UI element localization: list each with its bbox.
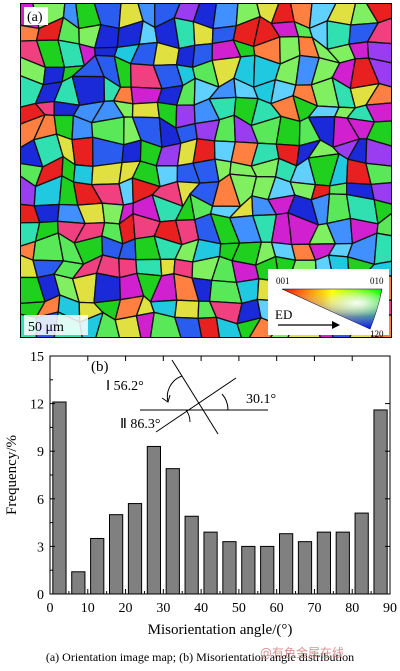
bar (260, 545, 275, 595)
misorientation-chart: 0 3 6 9 12 15 0 10 20 30 40 50 60 70 80 90 (b) Ⅰ 56.2°… (4, 350, 397, 638)
map-border (20, 3, 392, 338)
grain (236, 316, 263, 338)
y-tick-label: 9 (37, 445, 44, 460)
x-tick-label: 70 (307, 601, 321, 616)
grain (91, 161, 123, 186)
grain (93, 272, 122, 304)
ed-label: ED (275, 307, 292, 322)
grain (131, 101, 161, 119)
inset-arc-1 (166, 375, 183, 403)
grain (212, 3, 239, 30)
bar (127, 503, 143, 595)
grain (367, 57, 392, 88)
grain-map (20, 3, 392, 338)
y-tick-label: 12 (30, 398, 44, 413)
y-tick-label: 6 (37, 493, 44, 508)
bar (297, 541, 313, 595)
inset-arc-1-head (161, 394, 171, 403)
bar (52, 401, 67, 595)
inset-angle-2-label: Ⅱ 86.3° (120, 417, 161, 432)
grain (20, 24, 40, 42)
bar (316, 531, 331, 595)
ed-arrow-head (332, 321, 340, 329)
grain (173, 316, 203, 338)
grain (366, 41, 392, 64)
x-tick-label: 80 (345, 601, 359, 616)
scale-bar-label: 50 μm (28, 320, 64, 335)
bar (241, 545, 256, 595)
grain (364, 82, 392, 106)
x-tick-label: 40 (194, 601, 208, 616)
grain (175, 44, 196, 69)
grain (364, 102, 392, 123)
ipf-triangle-white (282, 289, 382, 329)
grain (376, 212, 392, 237)
inset-angle-1-label: Ⅰ 56.2° (106, 379, 144, 394)
y-axis-label: Frequency/% (4, 435, 20, 515)
x-tick-label: 90 (383, 601, 397, 616)
x-tick-label: 30 (156, 601, 170, 616)
ipf-corner-001: 001 (276, 276, 290, 286)
grain (275, 115, 301, 147)
orientation-image-map: (a) 50 μm 001 010 120 ED (20, 3, 392, 338)
grain (366, 17, 392, 45)
grain (174, 299, 200, 319)
bar (279, 533, 294, 595)
bar (222, 541, 237, 595)
bar (203, 531, 218, 595)
x-tick-label: 0 (47, 601, 54, 616)
ipf-corner-010: 010 (370, 276, 384, 286)
bar (146, 445, 161, 595)
bar (184, 515, 199, 595)
grain (365, 3, 392, 24)
x-tick-label: 20 (119, 601, 133, 616)
inset-line-1 (171, 359, 219, 435)
grain (365, 137, 392, 167)
inset-arc-2 (185, 409, 191, 423)
x-axis: 0 10 20 30 40 50 60 70 80 90 (47, 356, 397, 616)
bar (109, 514, 124, 595)
panel-a-label-bg (24, 7, 48, 25)
grain (373, 198, 392, 226)
grain (72, 164, 94, 186)
bar (335, 531, 350, 595)
x-tick-label: 10 (81, 601, 95, 616)
bar (354, 512, 369, 595)
grain (135, 311, 155, 338)
grain (370, 181, 392, 205)
y-tick-label: 3 (37, 540, 44, 555)
y-tick-label: 0 (37, 588, 44, 603)
ipf-corner-120: 120 (370, 329, 384, 338)
x-tick-label: 60 (270, 601, 284, 616)
plot-frame (49, 355, 391, 595)
scale-bar-bg (24, 315, 88, 335)
bar-series (52, 401, 388, 595)
x-axis-label: Misorientation angle/(°) (148, 622, 293, 638)
watermark: @有色金属在线 (260, 646, 345, 660)
panel-a-label: (a) (27, 10, 43, 25)
inset-arc-3 (221, 393, 229, 411)
bar (90, 537, 105, 595)
grain (215, 316, 243, 338)
grain (149, 311, 182, 338)
panel-b-label: (b) (91, 359, 109, 375)
grain (373, 232, 392, 266)
grain (365, 120, 392, 147)
grain (365, 162, 392, 186)
bar (71, 571, 86, 595)
inset-angle-3-label: 30.1° (246, 392, 276, 407)
grain (197, 316, 221, 338)
ipf-legend: 001 010 120 ED (268, 269, 389, 338)
bar (165, 468, 180, 595)
figure-caption: (a) Orientation image map; (b) Misorient… (45, 650, 355, 664)
grain (71, 136, 94, 168)
bar (373, 409, 388, 595)
y-tick-label: 15 (30, 350, 44, 365)
angle-inset: Ⅰ 56.2° Ⅱ 86.3° 30.1° (106, 359, 276, 435)
grain (95, 311, 121, 338)
x-tick-label: 50 (232, 601, 246, 616)
inset-line-2 (155, 377, 237, 433)
grain (114, 315, 142, 338)
